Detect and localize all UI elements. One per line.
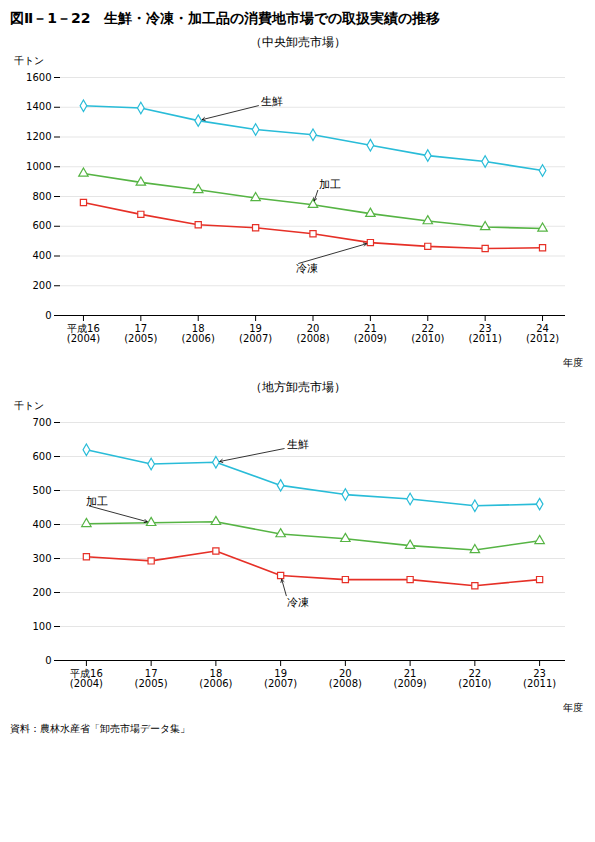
svg-text:1400: 1400 bbox=[26, 101, 51, 112]
svg-text:1200: 1200 bbox=[26, 131, 51, 142]
svg-text:17(2005): 17(2005) bbox=[135, 668, 168, 689]
svg-text:年度: 年度 bbox=[563, 357, 583, 368]
svg-text:18(2006): 18(2006) bbox=[182, 323, 215, 344]
svg-text:加工: 加工 bbox=[319, 178, 341, 191]
svg-text:平成16(2004): 平成16(2004) bbox=[70, 668, 103, 689]
svg-text:600: 600 bbox=[32, 220, 51, 231]
svg-text:500: 500 bbox=[32, 485, 51, 496]
svg-text:600: 600 bbox=[32, 451, 51, 462]
svg-text:700: 700 bbox=[32, 417, 51, 428]
svg-text:千トン: 千トン bbox=[14, 55, 44, 66]
svg-text:1000: 1000 bbox=[26, 161, 51, 172]
svg-text:23(2011): 23(2011) bbox=[523, 668, 556, 689]
svg-text:18(2006): 18(2006) bbox=[199, 668, 232, 689]
html-text:（地方卸売市場）: （地方卸売市場） bbox=[249, 380, 346, 394]
svg-text:22(2010): 22(2010) bbox=[458, 668, 491, 689]
svg-text:0: 0 bbox=[45, 655, 51, 666]
svg-text:23(2011): 23(2011) bbox=[469, 323, 502, 344]
svg-text:100: 100 bbox=[32, 621, 51, 632]
svg-text:300: 300 bbox=[32, 553, 51, 564]
svg-text:200: 200 bbox=[32, 587, 51, 598]
svg-text:200: 200 bbox=[32, 280, 51, 291]
svg-text:19(2007): 19(2007) bbox=[239, 323, 272, 344]
svg-text:1600: 1600 bbox=[26, 72, 51, 83]
svg-text:20(2008): 20(2008) bbox=[329, 668, 362, 689]
html-text:資料：農林水産省「卸売市場データ集」: 資料：農林水産省「卸売市場データ集」 bbox=[10, 723, 190, 734]
svg-text:年度: 年度 bbox=[563, 702, 583, 713]
svg-text:加工: 加工 bbox=[86, 495, 108, 508]
svg-text:冷凍: 冷凍 bbox=[296, 262, 318, 275]
svg-text:400: 400 bbox=[32, 519, 51, 530]
svg-text:生鮮: 生鮮 bbox=[261, 95, 283, 108]
svg-text:19(2007): 19(2007) bbox=[264, 668, 297, 689]
svg-text:21(2009): 21(2009) bbox=[354, 323, 387, 344]
svg-text:24(2012): 24(2012) bbox=[526, 323, 559, 344]
svg-text:20(2008): 20(2008) bbox=[296, 323, 329, 344]
svg-text:平成16(2004): 平成16(2004) bbox=[67, 323, 100, 344]
svg-text:400: 400 bbox=[32, 250, 51, 261]
svg-text:0: 0 bbox=[45, 310, 51, 321]
svg-text:冷凍: 冷凍 bbox=[287, 596, 309, 609]
svg-text:21(2009): 21(2009) bbox=[393, 668, 426, 689]
html-text:（中央卸売市場）: （中央卸売市場） bbox=[249, 35, 346, 49]
svg-text:千トン: 千トン bbox=[14, 400, 44, 411]
html-text:図Ⅱ－1－22 生鮮・冷凍・加工品の消費地市場での取扱実績の: 図Ⅱ－1－22 生鮮・冷凍・加工品の消費地市場での取扱実績の推移 bbox=[10, 10, 441, 26]
svg-text:22(2010): 22(2010) bbox=[411, 323, 444, 344]
svg-text:17(2005): 17(2005) bbox=[124, 323, 157, 344]
svg-text:800: 800 bbox=[32, 191, 51, 202]
svg-text:生鮮: 生鮮 bbox=[287, 438, 309, 451]
